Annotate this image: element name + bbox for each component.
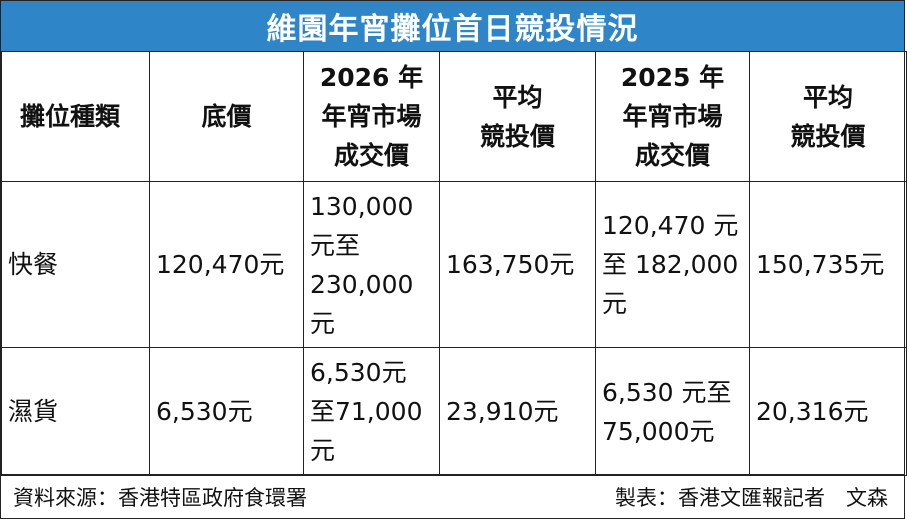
header-stall-type: 攤位種類 [1, 51, 150, 182]
cell-2026-price: 130,000 元至 230,000 元 [303, 181, 440, 348]
cell-base-price: 120,470元 [149, 181, 304, 348]
cell-base-price: 6,530元 [149, 347, 304, 476]
table-footer: 資料來源：香港特區政府食環署 製表：香港文匯報記者 文森 [1, 474, 904, 518]
cell-2026-price: 6,530元 至71,000 元 [303, 347, 440, 476]
table-title: 維園年宵攤位首日競投情況 [1, 1, 904, 51]
bidding-table: 攤位種類 底價 2026 年 年宵市場 成交價 平均 競投價 2025 年 年宵… [1, 51, 907, 476]
header-base-price: 底價 [149, 51, 304, 182]
header-2026-price: 2026 年 年宵市場 成交價 [303, 51, 440, 182]
source-note: 資料來源：香港特區政府食環署 [13, 485, 307, 510]
cell-2026-average: 23,910元 [439, 347, 596, 476]
cell-2025-average: 150,735元 [749, 181, 907, 348]
header-2025-price: 2025 年 年宵市場 成交價 [595, 51, 750, 182]
cell-stall-type: 濕貨 [1, 347, 150, 476]
table-row: 快餐 120,470元 130,000 元至 230,000 元 163,750… [1, 181, 907, 348]
header-row: 攤位種類 底價 2026 年 年宵市場 成交價 平均 競投價 2025 年 年宵… [1, 51, 907, 182]
cell-2025-price: 120,470 元 至 182,000 元 [595, 181, 750, 348]
header-2025-average: 平均 競投價 [749, 51, 907, 182]
header-2026-average: 平均 競投價 [439, 51, 596, 182]
credit-note: 製表：香港文匯報記者 文森 [615, 485, 888, 510]
cell-2025-average: 20,316元 [749, 347, 907, 476]
cell-2026-average: 163,750元 [439, 181, 596, 348]
cell-2025-price: 6,530 元至 75,000元 [595, 347, 750, 476]
cell-stall-type: 快餐 [1, 181, 150, 348]
table-row: 濕貨 6,530元 6,530元 至71,000 元 23,910元 6,530… [1, 347, 907, 476]
